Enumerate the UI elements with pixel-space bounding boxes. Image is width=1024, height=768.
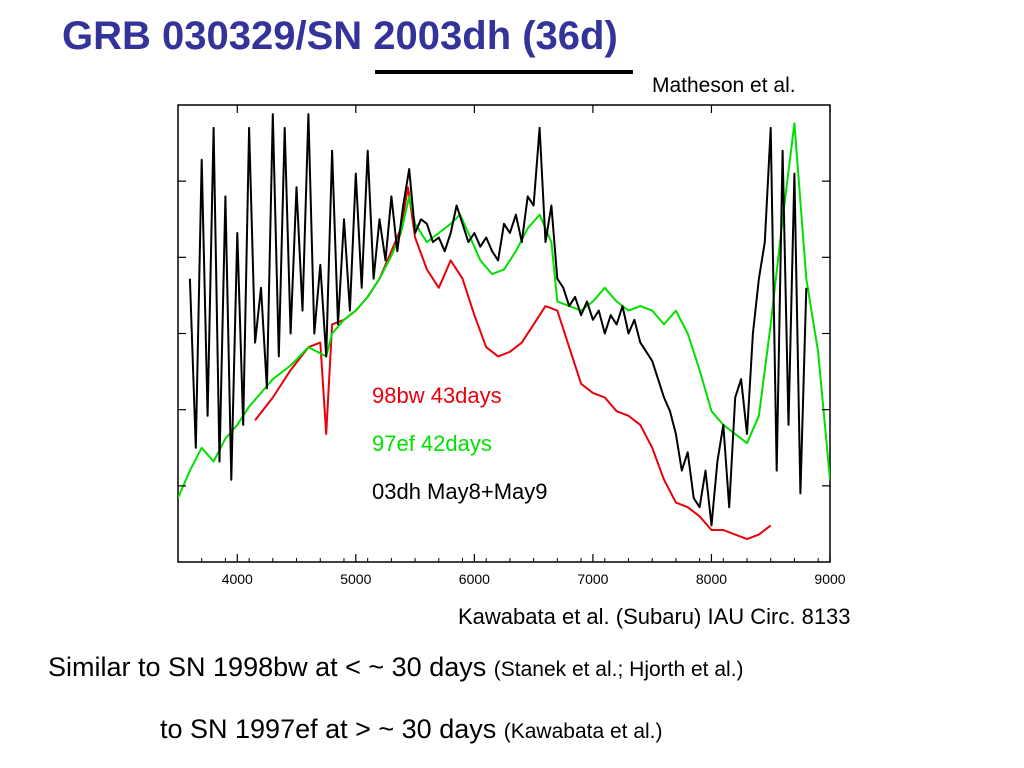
x-tick-label: 9000	[814, 571, 845, 587]
series-line-97ef-42days	[178, 122, 830, 499]
x-tick-label: 4000	[222, 571, 253, 587]
credit-line: Kawabata et al. (Subaru) IAU Circ. 8133	[458, 604, 851, 629]
comparison-line-1-ref: (Stanek et al.; Hjorth et al.)	[493, 658, 744, 681]
title-underline	[375, 70, 633, 74]
comparison-line-2-ref: (Kawabata et al.)	[503, 720, 663, 743]
spectrum-chart: 4000 5000 6000 7000 8000 9000 98bw 43days 97ef…	[177, 104, 846, 587]
attribution-top: Matheson et al.	[652, 74, 796, 97]
comparison-line-2: to SN 1997ef at > ~ 30 days (Kawabata et…	[160, 714, 663, 745]
comparison-line-1-main: Similar to SN 1998bw at < ~ 30 days	[48, 652, 494, 682]
legend-entry: 98bw 43days	[372, 383, 502, 408]
x-tick-label: 8000	[696, 571, 727, 587]
slide-title: GRB 030329/SN 2003dh (36d)	[62, 14, 618, 58]
comparison-line-1: Similar to SN 1998bw at < ~ 30 days (Sta…	[48, 652, 744, 683]
x-tick-label: 6000	[459, 571, 490, 587]
comparison-line-2-main: to SN 1997ef at > ~ 30 days	[160, 714, 504, 744]
x-tick-label: 7000	[577, 571, 608, 587]
legend-entry: 97ef 42days	[372, 431, 492, 456]
legend-entry: 03dh May8+May9	[372, 479, 548, 504]
x-tick-label: 5000	[340, 571, 371, 587]
series-line-03dh-may8-may9	[188, 113, 808, 527]
